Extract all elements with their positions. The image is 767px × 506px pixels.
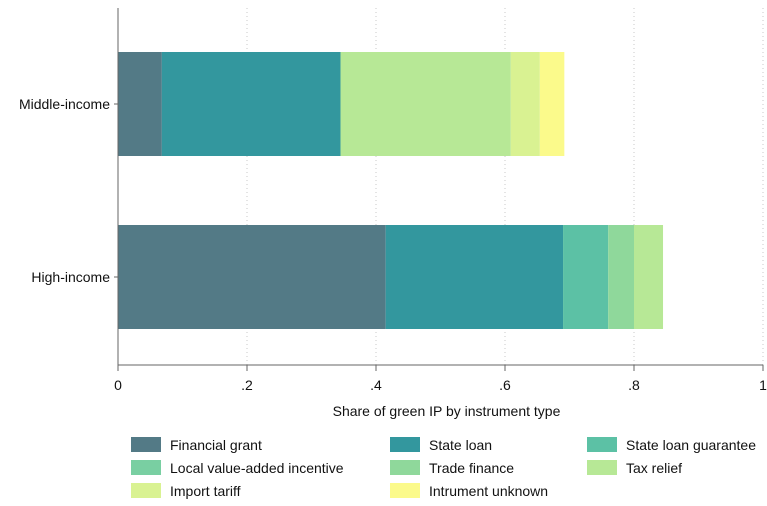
legend-label: Import tariff <box>170 483 241 499</box>
x-tick-label: .2 <box>241 377 253 393</box>
bar-segment <box>510 52 540 156</box>
category-labels: Middle-income High-income <box>19 96 118 285</box>
bar-segment <box>118 52 162 156</box>
legend-swatch <box>390 437 420 452</box>
legend-swatch <box>587 460 617 475</box>
x-tick-label: 0 <box>114 377 122 393</box>
bar-segment <box>608 225 634 329</box>
x-axis: 0 .2 .4 .6 .8 1 <box>114 8 767 393</box>
x-tick-label: .6 <box>499 377 511 393</box>
category-label: Middle-income <box>19 96 110 112</box>
bar-segment <box>634 225 664 329</box>
legend-swatch <box>131 483 161 498</box>
legend-label: State loan <box>429 437 492 453</box>
x-tick-label: .8 <box>628 377 640 393</box>
legend-label: State loan guarantee <box>626 437 756 453</box>
x-tick-label: .4 <box>370 377 382 393</box>
legend-label: Intrument unknown <box>429 483 548 499</box>
legend-label: Trade finance <box>429 460 514 476</box>
legend-swatch <box>131 460 161 475</box>
legend: Financial grant State loan State loan guar… <box>131 437 756 499</box>
bar-segment <box>539 52 565 156</box>
legend-swatch <box>390 460 420 475</box>
legend-label: Local value-added incentive <box>170 460 344 476</box>
bar-segment <box>118 225 386 329</box>
bar-segment <box>161 52 341 156</box>
category-label: High-income <box>31 269 110 285</box>
legend-label: Financial grant <box>170 437 262 453</box>
x-tick-label: 1 <box>759 377 767 393</box>
bar-segment <box>563 225 609 329</box>
legend-swatch <box>390 483 420 498</box>
legend-swatch <box>131 437 161 452</box>
legend-label: Tax relief <box>626 460 682 476</box>
bar-segment <box>385 225 564 329</box>
legend-swatch <box>587 437 617 452</box>
bars <box>118 52 664 329</box>
x-axis-title: Share of green IP by instrument type <box>333 403 561 419</box>
bar-segment <box>340 52 511 156</box>
